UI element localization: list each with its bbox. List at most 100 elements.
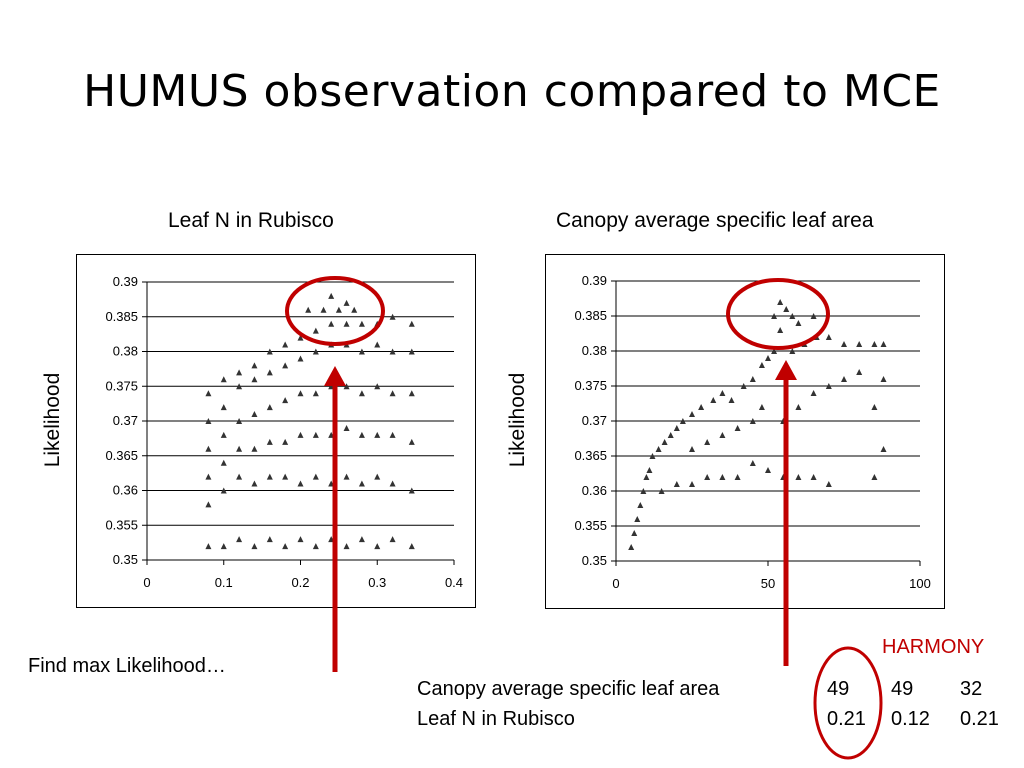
data-point [297,480,304,487]
data-point [236,418,243,424]
y-tick-label: 0.37 [113,413,138,428]
harmony-label: HARMONY [882,636,985,658]
data-point [880,446,887,452]
data-point [205,543,212,550]
data-point [220,376,227,383]
data-point [297,536,304,543]
data-point [689,411,695,417]
table-cell: 0.21 [827,708,866,730]
y-tick-label: 0.385 [574,308,607,323]
y-tick-label: 0.39 [113,274,138,289]
data-point [389,480,396,487]
table-cell: 49 [827,678,850,700]
left-chart-ylabel: Likelihood [41,372,64,468]
x-tick-label: 0.3 [368,575,386,590]
left-chart-frame: 0.35 0.355 0.36 0.365 0.37 0.375 0.38 0.385 0.39… [76,254,476,608]
data-point [810,390,817,396]
data-point [282,473,289,480]
data-point [358,390,365,397]
data-point [282,362,289,369]
data-point [236,383,243,390]
data-point [236,445,243,452]
data-point [658,488,665,494]
data-point [266,404,273,411]
data-point [765,355,771,361]
data-point [220,543,227,550]
data-point [689,446,695,452]
data-point [389,313,396,320]
data-point [734,474,741,480]
data-point [795,474,802,480]
data-point [765,467,771,473]
slide-title: HUMUS observation compared to MCE [83,66,941,117]
data-point [236,473,243,480]
x-tick-label: 0.1 [215,575,233,590]
data-point [358,431,365,438]
data-point [780,474,787,480]
data-point [783,306,790,312]
data-point [640,488,647,494]
data-point [358,536,365,543]
data-point [646,467,653,473]
data-point [205,445,212,452]
data-point [758,404,765,410]
data-point [673,425,680,431]
y-tick-label: 0.355 [574,518,607,533]
data-point [389,536,396,543]
data-point [719,474,726,480]
data-point [220,404,227,411]
data-point [251,543,258,550]
data-point [637,502,644,508]
data-point [343,473,350,480]
data-point [841,341,847,347]
data-point [328,292,335,299]
data-point [297,334,304,341]
data-point [679,418,686,424]
data-point [266,438,273,445]
data-point [825,334,832,340]
y-tick-label: 0.36 [582,483,607,498]
data-point [282,543,289,550]
data-point [408,438,415,445]
y-tick-label: 0.36 [113,483,138,498]
y-tick-label: 0.375 [574,378,607,393]
data-point [628,544,635,550]
data-point [351,306,358,313]
data-point [266,473,273,480]
y-tick-label: 0.385 [105,309,138,324]
data-point [389,348,396,355]
data-point [328,341,335,348]
y-tick-label: 0.355 [105,517,138,532]
data-point [825,383,832,389]
y-tick-label: 0.38 [113,344,138,359]
table-row-label: Canopy average specific leaf area [417,678,720,700]
data-point [389,390,396,397]
data-point [634,516,641,522]
right-scatter-chart: 0.35 0.355 0.36 0.365 0.37 0.375 0.38 0.385 0.39… [574,273,930,591]
data-point [408,543,415,550]
data-point [328,536,335,543]
x-tick-label: 0.2 [291,575,309,590]
data-point [266,536,273,543]
x-tick-label: 0 [612,576,619,591]
data-point [777,299,784,305]
data-point [251,445,258,452]
data-point [856,341,863,347]
right-chart-title: Canopy average specific leaf area [556,209,874,232]
data-point [408,320,415,327]
data-point [328,480,335,487]
y-tick-label: 0.37 [582,413,607,428]
data-point [236,536,243,543]
y-tick-label: 0.365 [574,448,607,463]
data-point [649,453,656,459]
data-point [374,431,381,438]
data-point [734,425,741,431]
data-point [661,439,668,445]
data-point [389,431,396,438]
data-point [343,299,350,306]
data-point [205,501,212,508]
data-point [305,306,312,313]
data-point [358,480,365,487]
data-point [297,355,304,362]
data-point [704,439,711,445]
